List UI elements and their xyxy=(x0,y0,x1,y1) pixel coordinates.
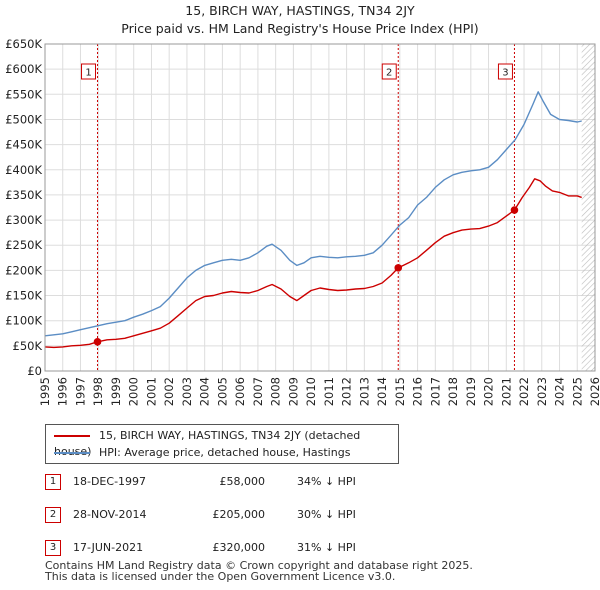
x-tick-label: 2008 xyxy=(269,377,283,406)
hpi-series-line xyxy=(44,91,582,337)
x-tick-label: 2007 xyxy=(251,377,265,406)
y-axis: £0 £50K £100K £150K £200K £250K £300K £350K £400… xyxy=(5,37,42,378)
y-tick-label: £550K xyxy=(5,87,42,101)
y-tick-label: £650K xyxy=(5,37,42,51)
y-tick-label: £100K xyxy=(5,314,42,328)
y-tick-label: £350K xyxy=(5,188,42,202)
sale-row: 2 28-NOV-2014 £205,000 30% ↓ HPI xyxy=(45,507,445,527)
sale-point xyxy=(93,338,102,346)
sale-row: 1 18-DEC-1997 £58,000 34% ↓ HPI xyxy=(45,474,445,494)
property-series-line xyxy=(44,178,582,349)
y-tick-label: £250K xyxy=(5,238,42,252)
x-tick-label: 2001 xyxy=(144,377,158,406)
x-tick-label: 2006 xyxy=(233,377,247,406)
x-tick-label: 1995 xyxy=(38,377,52,406)
grid xyxy=(44,43,596,372)
x-tick-label: 2009 xyxy=(286,377,300,406)
x-tick-label: 1996 xyxy=(56,377,70,406)
sale-hpi-diff: 34% ↓ HPI xyxy=(297,475,356,488)
x-tick-label: 2015 xyxy=(393,377,407,406)
footer: Contains HM Land Registry data © Crown c… xyxy=(45,560,473,582)
sale-points xyxy=(93,206,519,346)
legend-item-property: 15, BIRCH WAY, HASTINGS, TN34 2JY (detac… xyxy=(54,428,398,458)
legend: 15, BIRCH WAY, HASTINGS, TN34 2JY (detac… xyxy=(45,424,399,464)
x-tick-label: 2018 xyxy=(446,377,460,406)
sale-price: £58,000 xyxy=(219,475,266,488)
y-tick-label: £300K xyxy=(5,213,42,227)
sale-marker-label: 1 xyxy=(85,68,91,79)
x-tick-label: 2011 xyxy=(322,377,336,406)
x-tick-label: 2016 xyxy=(411,377,425,406)
sale-number-badge: 2 xyxy=(45,507,61,523)
x-tick-label: 2021 xyxy=(499,377,513,406)
future-hatch-area xyxy=(581,44,595,371)
y-tick-label: £500K xyxy=(5,112,42,126)
sale-point xyxy=(394,264,403,272)
sale-row: 3 17-JUN-2021 £320,000 31% ↓ HPI xyxy=(45,540,445,560)
chart-title: 15, BIRCH WAY, HASTINGS, TN34 2JY xyxy=(185,3,415,18)
sale-marker-label: 3 xyxy=(502,68,508,79)
y-tick-label: £200K xyxy=(5,263,42,277)
x-tick-label: 2017 xyxy=(428,377,442,406)
sale-date: 17-JUN-2021 xyxy=(73,541,144,554)
sale-marker-box xyxy=(81,63,97,80)
sale-date: 18-DEC-1997 xyxy=(73,475,147,488)
y-tick-label: £150K xyxy=(5,289,42,303)
sale-point xyxy=(510,206,519,214)
sale-price: £205,000 xyxy=(212,508,266,521)
x-tick-label: 2012 xyxy=(340,377,354,406)
x-tick-label: 2004 xyxy=(198,377,212,406)
x-tick-label: 1997 xyxy=(73,377,87,406)
sale-marker-lines xyxy=(97,44,515,371)
x-axis: 1995 1996 1997 1998 1999 2000 2001 2002 2003 2004… xyxy=(38,377,600,406)
title-block: 15, BIRCH WAY, HASTINGS, TN34 2JY Price … xyxy=(0,2,600,38)
sale-hpi-diff: 31% ↓ HPI xyxy=(297,541,356,554)
sale-number-badge: 1 xyxy=(45,474,61,490)
sale-marker-labels: 1 2 3 xyxy=(81,63,513,80)
sale-marker-box xyxy=(381,63,397,80)
x-tick-label: 2023 xyxy=(535,377,549,406)
x-tick-label: 2010 xyxy=(304,377,318,406)
x-tick-label: 1998 xyxy=(91,377,105,406)
legend-item-hpi: HPI: Average price, detached house, Hast… xyxy=(54,445,350,461)
sale-date: 28-NOV-2014 xyxy=(73,508,147,521)
x-tick-label: 2022 xyxy=(517,377,531,406)
x-tick-label: 1999 xyxy=(109,377,123,406)
y-tick-label: £50K xyxy=(13,339,43,353)
price-chart: 1 2 3 £0 £50K £100K £150K £200K £250K £300K £350K… xyxy=(5,37,600,406)
y-tick-label: £400K xyxy=(5,163,42,177)
x-tick-label: 2024 xyxy=(553,377,567,406)
x-tick-label: 2003 xyxy=(180,377,194,406)
sale-hpi-diff: 30% ↓ HPI xyxy=(297,508,356,521)
x-tick-label: 2002 xyxy=(162,377,176,406)
x-tick-label: 2025 xyxy=(570,377,584,406)
x-tick-label: 2013 xyxy=(357,377,371,406)
chart-subtitle: Price paid vs. HM Land Registry's House … xyxy=(121,21,479,36)
series-layer xyxy=(44,91,582,349)
sale-marker-label: 2 xyxy=(386,68,392,79)
y-tick-label: £600K xyxy=(5,62,42,76)
legend-label-property: 15, BIRCH WAY, HASTINGS, TN34 2JY (detac… xyxy=(54,429,361,458)
x-tick-label: 2014 xyxy=(375,377,389,406)
x-tick-label: 2026 xyxy=(588,377,600,406)
plot-border xyxy=(44,43,596,372)
x-tick-label: 2000 xyxy=(127,377,141,406)
x-tick-label: 2019 xyxy=(464,377,478,406)
sale-price: £320,000 xyxy=(212,541,266,554)
x-tick-label: 2020 xyxy=(482,377,496,406)
y-tick-label: £0 xyxy=(27,364,42,378)
sale-marker-box xyxy=(497,63,513,80)
legend-swatch-property xyxy=(54,435,90,437)
footer-license: This data is licensed under the Open Gov… xyxy=(45,570,396,583)
x-tick-label: 2005 xyxy=(215,377,229,406)
y-tick-label: £450K xyxy=(5,138,42,152)
legend-label-hpi: HPI: Average price, detached house, Hast… xyxy=(99,446,351,459)
footer-copyright: Contains HM Land Registry data © Crown c… xyxy=(45,559,473,572)
sale-number-badge: 3 xyxy=(45,540,61,556)
legend-swatch-hpi xyxy=(54,452,90,454)
